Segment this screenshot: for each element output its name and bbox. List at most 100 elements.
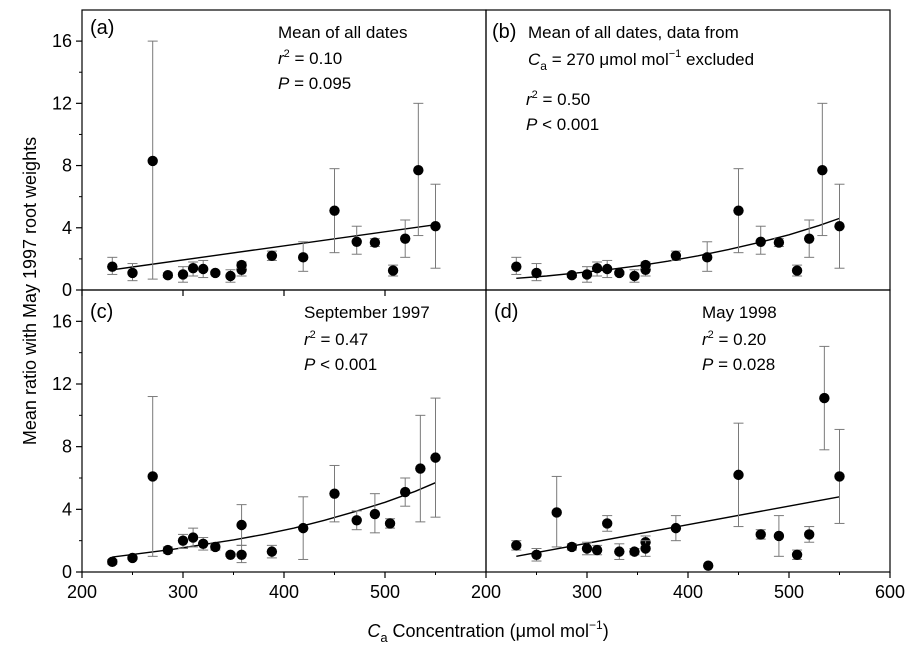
- panel-c-data-point: [177, 535, 189, 546]
- panel-b: (b) Mean of all dates, data from Ca = 270 …: [485, 9, 891, 291]
- panel-a-point-group: [430, 183, 441, 269]
- panel-a-title: Mean of all dates: [278, 23, 407, 42]
- panel-d-data-point: [511, 540, 522, 551]
- panel-c-point-group: [198, 537, 209, 551]
- panel-a-point-group: [266, 250, 278, 261]
- panel-d-data-point: [640, 543, 651, 554]
- panel-b-point-group: [791, 264, 803, 277]
- panel-d-r2-sup: 2: [708, 329, 714, 341]
- panel-b-letter: (b): [492, 21, 516, 43]
- panel-b-point-group: [640, 259, 651, 271]
- panel-d-r2-letter: r: [702, 330, 709, 349]
- panel-b-data-point: [640, 259, 651, 271]
- panel-b-point-group: [531, 263, 542, 282]
- panel-b-data-point: [566, 270, 578, 281]
- panel-a-p-number: = 0.095: [289, 74, 351, 93]
- panel-b-r2-value: = 0.50: [538, 90, 590, 109]
- panel-d-point-group: [566, 541, 578, 553]
- panel-c-point-group: [415, 414, 426, 523]
- panel-c-data-point: [351, 515, 362, 526]
- panel-c-p-number: < 0.001: [315, 355, 377, 374]
- panel-c-ytick-label: 12: [52, 374, 72, 394]
- panel-d-data-point: [614, 546, 625, 557]
- panel-a-data-point: [351, 236, 362, 247]
- panel-a-data-point: [198, 263, 209, 275]
- panel-a-point-group: [107, 256, 118, 275]
- panel-d-xtick-label: 500: [774, 582, 804, 602]
- panel-c-point-group: [384, 518, 396, 529]
- panel-b-subtitle: Ca = 270 μmol mol−1 excluded: [528, 48, 754, 73]
- panel-b-point-group: [733, 168, 744, 254]
- panel-b-data-point: [581, 269, 593, 280]
- panel-c: 0 4 8 12 16 200 300 400 500 (c) September 1997 r2 =…: [52, 289, 487, 602]
- panel-a-point-group: [210, 267, 221, 279]
- panel-b-subtitle-sup: −1: [669, 48, 682, 60]
- panel-a-point-group: [147, 40, 158, 280]
- x-axis-title-sup: −1: [589, 618, 603, 632]
- panel-d-data-point: [755, 529, 766, 540]
- panel-c-point-group: [210, 541, 221, 553]
- panel-d-point-group: [640, 540, 651, 557]
- panel-c-data-point: [225, 549, 236, 560]
- panel-c-data-point: [369, 508, 381, 520]
- panel-b-data-point: [817, 165, 828, 176]
- panel-a-data-point: [162, 270, 174, 281]
- panel-a-point-group: [369, 237, 381, 248]
- panel-c-data-point: [415, 463, 426, 474]
- panel-d-title: May 1998: [702, 303, 777, 322]
- panel-c-point-group: [127, 552, 138, 564]
- panel-a-point-group: [329, 168, 340, 254]
- panel-b-data-point: [701, 252, 713, 263]
- panel-a-point-group: [351, 225, 362, 255]
- panel-d-xtick-label: 300: [572, 582, 602, 602]
- panel-d-xtick-label: 400: [673, 582, 703, 602]
- panel-a-data-point: [430, 221, 441, 232]
- panel-c-r2-sup: 2: [310, 329, 316, 341]
- panel-c-data-point: [187, 532, 199, 543]
- panel-a-point-group: [236, 259, 247, 271]
- panel-b-data-point: [834, 221, 845, 232]
- panel-d-point-group: [703, 560, 714, 571]
- panel-b-r2-sup: 2: [532, 89, 538, 101]
- x-axis-title-rest: Concentration (μmol mol: [388, 621, 589, 641]
- panel-a-data-point: [177, 269, 189, 280]
- panel-a-data-point: [400, 233, 411, 244]
- panel-a-r2-letter: r: [278, 49, 285, 68]
- panel-b-point-group: [773, 237, 785, 248]
- panel-d-r2-value: = 0.20: [714, 330, 766, 349]
- panel-d-point-group: [581, 541, 593, 556]
- panel-b-p-number: < 0.001: [537, 115, 599, 134]
- panel-c-ytick-label: 4: [62, 499, 72, 519]
- panel-a-r2: r2 = 0.10: [278, 48, 342, 68]
- panel-b-subtitle-sub: a: [540, 59, 547, 73]
- panel-a-ytick-label: 4: [62, 218, 72, 238]
- panel-c-data-point: [162, 544, 174, 556]
- panel-a-point-group: [127, 263, 138, 282]
- panel-a-data-point: [297, 252, 309, 263]
- panel-c-point-group: [297, 496, 309, 560]
- panel-a-point-group: [413, 102, 424, 237]
- panel-c-point-group: [369, 493, 381, 534]
- panel-c-p-letter: P: [304, 355, 316, 374]
- panel-a-data-point: [127, 267, 138, 279]
- panel-a-point-group: [187, 261, 199, 277]
- panel-d-point-group: [551, 475, 562, 548]
- panel-a-p-value: P = 0.095: [278, 74, 351, 93]
- panel-a-ytick-label: 0: [62, 280, 72, 300]
- panel-d-data-point: [834, 471, 845, 482]
- panel-b-data-point: [773, 237, 785, 248]
- panel-c-point-group: [177, 533, 189, 549]
- panel-a-r2-sup: 2: [284, 48, 290, 60]
- panel-d-point-group: [670, 515, 682, 542]
- panel-c-data-point: [236, 519, 247, 531]
- panel-a-data-point: [225, 270, 236, 282]
- panel-a-data-point: [210, 267, 221, 279]
- panel-c-point-group: [236, 544, 247, 564]
- panel-b-data-point: [791, 265, 803, 276]
- panel-a-point-group: [225, 269, 236, 283]
- panel-a-data-point: [107, 261, 118, 272]
- panel-b-point-group: [817, 102, 828, 237]
- panel-a-letter: (a): [90, 17, 114, 39]
